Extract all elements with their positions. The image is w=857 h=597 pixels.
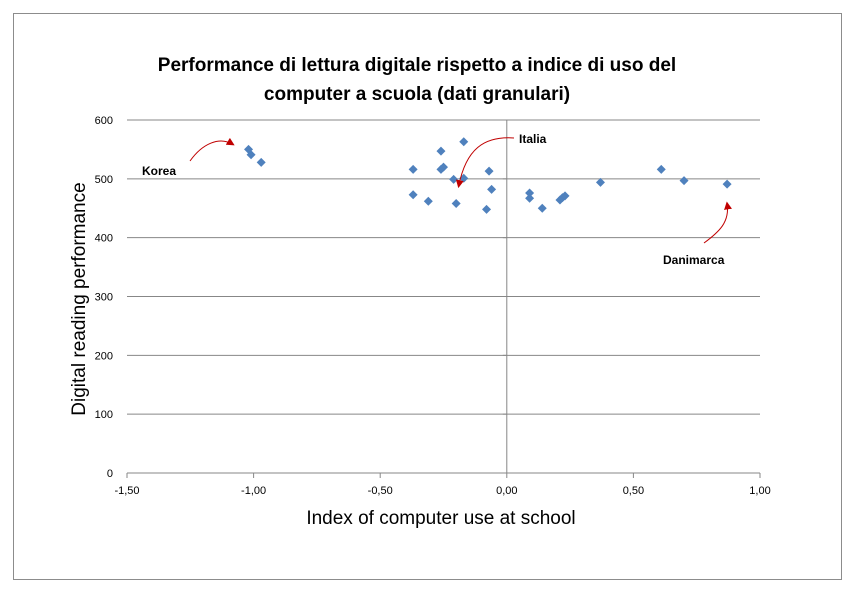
- y-tick-label: 100: [95, 409, 113, 421]
- y-tick-label: 200: [95, 350, 113, 362]
- data-point: [484, 166, 494, 176]
- annotation-arrow: [189, 137, 235, 162]
- data-point: [436, 146, 446, 156]
- data-point: [487, 184, 497, 194]
- data-point: [408, 164, 418, 174]
- data-point: [525, 193, 535, 203]
- data-point: [560, 191, 570, 201]
- data-point: [449, 174, 459, 184]
- chart-title-line-1: Performance di lettura digitale rispetto…: [158, 55, 676, 76]
- data-point: [246, 150, 256, 160]
- data-points: [244, 137, 732, 214]
- x-axis-title: Index of computer use at school: [306, 508, 575, 529]
- x-tick-label: -1,00: [241, 485, 266, 497]
- x-tick-label: -0,50: [368, 485, 393, 497]
- x-tick-label: 0,00: [496, 485, 517, 497]
- grid-lines: [127, 119, 760, 415]
- chart-title-line-2: computer a scuola (dati granulari): [264, 84, 570, 105]
- y-tick-label: 300: [95, 292, 113, 304]
- data-point: [482, 204, 492, 214]
- annotations: Korea Italia Danimarca: [142, 132, 732, 267]
- data-point: [451, 199, 461, 209]
- y-tick-label: 400: [95, 233, 113, 245]
- data-point: [537, 203, 547, 213]
- data-point: [439, 162, 448, 172]
- data-point: [408, 190, 418, 200]
- axes: [126, 119, 761, 478]
- annotation-label: Italia: [519, 132, 547, 146]
- y-tick-label: 600: [95, 115, 113, 127]
- data-point: [722, 179, 732, 189]
- data-point: [679, 176, 689, 186]
- tick-labels: 0 100 200 300 400 500 600 -1,50 -1,00 -0,50 0,00 0,…: [95, 115, 771, 497]
- chart-frame: 0 100 200 300 400 500 600 -1,50 -1,00 -0,50 0,00 0,…: [13, 13, 842, 580]
- annotation-arrow: [703, 201, 732, 244]
- data-point: [423, 196, 433, 206]
- x-tick-label: 0,50: [623, 485, 644, 497]
- scatter-chart: 0 100 200 300 400 500 600 -1,50 -1,00 -0,50 0,00 0,…: [69, 55, 771, 529]
- annotation-arrow: [455, 137, 515, 189]
- y-tick-label: 0: [107, 468, 113, 480]
- data-point: [459, 137, 469, 147]
- data-point: [656, 164, 666, 174]
- annotation-label: Korea: [142, 164, 176, 178]
- x-tick-label: -1,50: [114, 485, 139, 497]
- data-point: [595, 177, 605, 187]
- data-point: [525, 188, 535, 198]
- y-tick-label: 500: [95, 174, 113, 186]
- data-point: [256, 157, 266, 167]
- y-axis-title: Digital reading performance: [69, 182, 90, 415]
- x-tick-label: 1,00: [749, 485, 770, 497]
- annotation-label: Danimarca: [663, 253, 725, 267]
